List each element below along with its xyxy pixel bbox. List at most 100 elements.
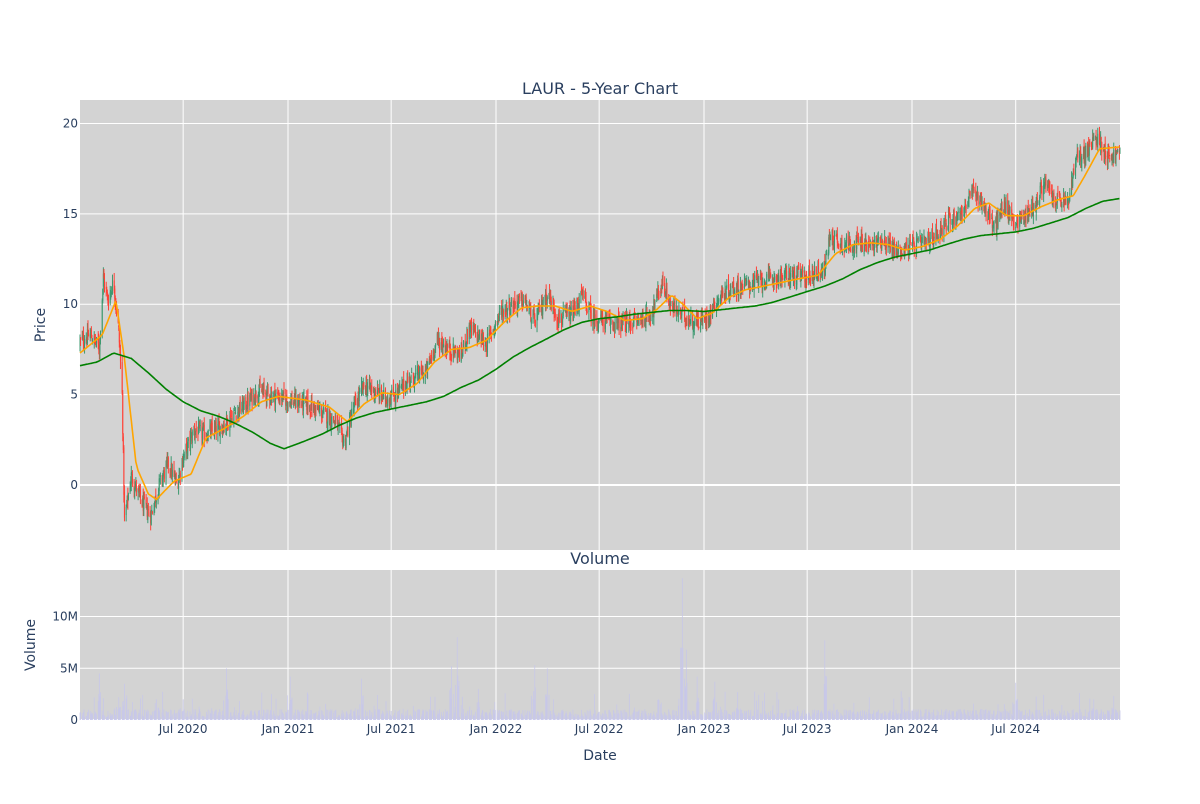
candle-body <box>118 327 120 343</box>
candle-body <box>82 335 84 340</box>
candle-body <box>361 386 363 388</box>
candle-body <box>380 386 382 398</box>
candle-body <box>849 236 851 242</box>
candle-body <box>877 240 879 243</box>
volume-bar <box>291 697 293 720</box>
candle-body <box>410 375 412 383</box>
volume-bar <box>1059 711 1060 720</box>
volume-bar <box>789 716 790 720</box>
volume-bar <box>418 709 419 720</box>
volume-bar <box>1036 709 1038 720</box>
candle-body <box>451 356 453 358</box>
candle-body <box>185 445 187 456</box>
volume-bar <box>616 704 618 720</box>
volume-bar <box>594 710 596 720</box>
candle-body <box>253 395 255 403</box>
volume-bar <box>642 710 644 720</box>
candle-body <box>814 269 816 277</box>
volume-bar <box>1072 715 1074 720</box>
volume-bar <box>441 714 443 720</box>
volume-bar <box>896 713 898 720</box>
candle-body <box>1025 205 1027 221</box>
volume-bar <box>492 709 494 720</box>
candle-body <box>688 315 690 323</box>
volume-bar <box>989 711 990 720</box>
candle-body <box>1115 155 1117 159</box>
candle-body <box>1096 139 1098 145</box>
volume-bar <box>561 710 562 720</box>
candle-body <box>999 211 1001 218</box>
candle-body <box>913 238 915 244</box>
volume-bar <box>243 714 245 720</box>
candle-body <box>321 416 323 417</box>
volume-bar <box>330 710 332 720</box>
candle-body <box>917 238 919 240</box>
candle-body <box>345 438 347 446</box>
candle-body <box>524 298 526 300</box>
volume-bar <box>179 713 181 720</box>
candle-body <box>434 345 436 356</box>
candle-body <box>415 372 417 375</box>
volume-bar <box>450 688 451 720</box>
candle-body <box>784 269 786 271</box>
candle-body <box>967 201 969 205</box>
volume-bar <box>929 713 931 720</box>
candle-body <box>315 405 317 409</box>
volume-bar <box>985 709 986 720</box>
candle-body <box>885 245 887 247</box>
candle-body <box>629 322 631 327</box>
candle-body <box>697 318 699 327</box>
candle-body <box>318 407 320 409</box>
volume-bar <box>117 708 119 720</box>
volume-bar <box>750 709 752 720</box>
candle-body <box>869 244 871 246</box>
volume-bar <box>706 709 708 720</box>
volume-bar <box>81 713 83 720</box>
candle-body <box>170 474 172 476</box>
volume-bar <box>193 709 195 720</box>
candle-body <box>604 324 606 330</box>
candle-body <box>497 316 499 320</box>
candle-body <box>1043 184 1045 187</box>
volume-bar <box>557 716 558 720</box>
candle-body <box>286 402 288 407</box>
volume-bar <box>566 716 568 720</box>
volume-bar <box>788 716 790 720</box>
volume-bar <box>987 712 989 720</box>
candle-body <box>753 274 755 288</box>
candle-body <box>150 514 152 524</box>
volume-bar <box>1061 705 1063 720</box>
volume-bar <box>732 712 733 720</box>
candle-body <box>512 302 514 309</box>
candle-body <box>225 416 227 429</box>
volume-bar <box>178 709 180 720</box>
volume-bar <box>864 715 866 720</box>
x-tick-label: Jul 2022 <box>574 722 624 736</box>
candle-body <box>431 356 433 361</box>
volume-bar <box>327 709 329 720</box>
volume-bar <box>972 711 973 720</box>
volume-bar <box>677 715 679 720</box>
candle-body <box>541 297 543 313</box>
volume-bar <box>246 715 247 720</box>
volume-bar <box>696 702 697 720</box>
volume-bar <box>405 711 407 720</box>
volume-bar <box>969 716 970 720</box>
candle-body <box>920 235 922 237</box>
candle-body <box>690 313 692 324</box>
candle-body <box>114 288 116 299</box>
volume-bar <box>917 711 919 720</box>
candle-body <box>657 289 659 297</box>
volume-bar <box>957 709 959 720</box>
price-plot-area[interactable] <box>80 100 1120 550</box>
candle-body <box>981 201 983 207</box>
candle-body <box>509 313 511 314</box>
volume-plot-area[interactable] <box>80 570 1120 720</box>
candle-body <box>648 312 650 321</box>
candle-body <box>636 321 638 322</box>
candle-body <box>501 310 503 318</box>
candle-body <box>1032 203 1034 216</box>
candle-body <box>1016 219 1018 223</box>
volume-bar <box>933 714 935 720</box>
candle-body <box>1088 143 1090 154</box>
